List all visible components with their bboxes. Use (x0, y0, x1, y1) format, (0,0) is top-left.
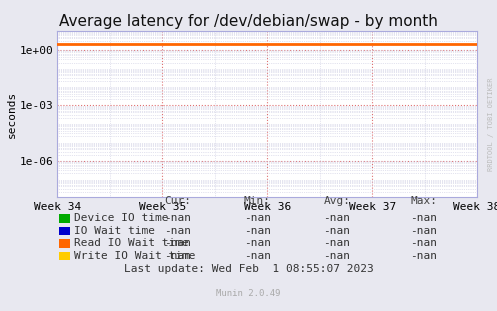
Text: Device IO time: Device IO time (74, 213, 168, 223)
Text: Cur:: Cur: (165, 196, 191, 206)
Text: -nan: -nan (244, 238, 271, 248)
Text: -nan: -nan (324, 238, 350, 248)
Text: -nan: -nan (324, 213, 350, 223)
Text: -nan: -nan (411, 226, 437, 236)
Text: RRDTOOL / TOBI OETIKER: RRDTOOL / TOBI OETIKER (488, 78, 494, 171)
Text: Munin 2.0.49: Munin 2.0.49 (216, 290, 281, 298)
Text: -nan: -nan (324, 251, 350, 261)
Text: Avg:: Avg: (324, 196, 350, 206)
Text: -nan: -nan (324, 226, 350, 236)
Text: -nan: -nan (244, 251, 271, 261)
Text: -nan: -nan (165, 213, 191, 223)
Text: Max:: Max: (411, 196, 437, 206)
Text: -nan: -nan (165, 238, 191, 248)
Text: -nan: -nan (165, 251, 191, 261)
Y-axis label: seconds: seconds (6, 91, 16, 138)
Text: -nan: -nan (165, 226, 191, 236)
Text: -nan: -nan (244, 213, 271, 223)
Text: Average latency for /dev/debian/swap - by month: Average latency for /dev/debian/swap - b… (59, 14, 438, 29)
Text: -nan: -nan (411, 213, 437, 223)
Text: Last update: Wed Feb  1 08:55:07 2023: Last update: Wed Feb 1 08:55:07 2023 (124, 264, 373, 274)
Text: -nan: -nan (411, 251, 437, 261)
Text: IO Wait time: IO Wait time (74, 226, 155, 236)
Text: Min:: Min: (244, 196, 271, 206)
Text: -nan: -nan (411, 238, 437, 248)
Text: Read IO Wait time: Read IO Wait time (74, 238, 188, 248)
Text: Write IO Wait time: Write IO Wait time (74, 251, 195, 261)
Text: -nan: -nan (244, 226, 271, 236)
